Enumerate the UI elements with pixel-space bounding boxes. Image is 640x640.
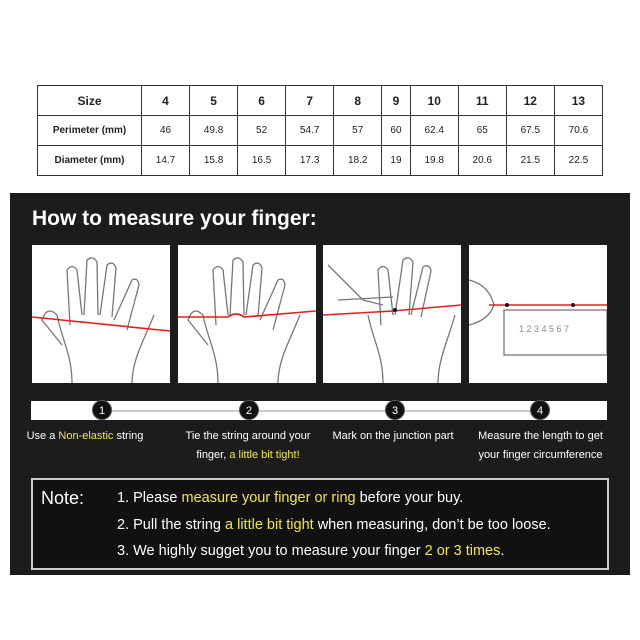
row-label: Diameter (mm): [37, 145, 142, 176]
step-text: string: [113, 430, 144, 442]
step-highlight: a little bit tight!: [229, 449, 300, 461]
cell: 49.8: [189, 115, 239, 146]
header-cell: Size: [37, 85, 142, 116]
step-4-text: Measure the length to get your finger ci…: [468, 427, 613, 465]
cell: 65: [457, 115, 507, 146]
step-text: Measure the length to get your finger ci…: [478, 430, 603, 461]
step-text: Tie the string around your finger,: [185, 430, 311, 461]
size-chart-table: Size 4 5 6 7 8 9 10 11 12 13 Perimeter (…: [37, 85, 604, 176]
cell: 17.3: [285, 145, 335, 176]
note-box: Note: 1. Please measure your finger or r…: [31, 478, 609, 570]
cell: 54.7: [285, 115, 335, 146]
cell: 60: [381, 115, 411, 146]
note-highlight: measure your finger or ring: [181, 490, 356, 506]
step-1-text: Use a Non-elastic string: [10, 427, 160, 446]
step-highlight: Non-elastic: [58, 430, 114, 442]
note-highlight: a little bit tight: [225, 517, 314, 533]
ruler-illustration: 1 2 3 4 5 6 7: [468, 245, 608, 383]
header-cell: 11: [457, 85, 507, 116]
note-text: 2. Pull the string: [117, 517, 225, 533]
hand-illustration-2: [178, 245, 317, 384]
cell: 46: [140, 115, 191, 146]
table-row: Diameter (mm) 14.7 15.8 16.5 17.3 18.2 1…: [37, 145, 604, 176]
cell: 21.5: [505, 145, 555, 176]
note-text: 1. Please: [117, 490, 182, 506]
cell: 57: [333, 115, 383, 146]
note-text: before your buy.: [355, 490, 464, 506]
header-cell: 4: [140, 85, 191, 116]
cell: 18.2: [333, 145, 383, 176]
header-cell: 13: [553, 85, 604, 116]
table-header-row: Size 4 5 6 7 8 9 10 11 12 13: [37, 85, 604, 116]
ruler-numbers: 1 2 3 4 5 6 7: [519, 324, 569, 334]
header-cell: 9: [381, 85, 411, 116]
header-cell: 6: [237, 85, 287, 116]
guide-title: How to measure your finger:: [32, 207, 317, 230]
note-line-1: 1. Please measure your finger or ring be…: [117, 490, 463, 506]
step-2-text: Tie the string around your finger, a lit…: [178, 427, 318, 465]
cell: 19.8: [409, 145, 459, 176]
note-text: .: [500, 543, 505, 559]
header-cell: 5: [189, 85, 239, 116]
cell: 67.5: [505, 115, 555, 146]
step-marker-4: 4: [530, 400, 550, 420]
cell: 19: [381, 145, 411, 176]
note-highlight: 2 or 3 times: [424, 543, 501, 559]
cell: 15.8: [189, 145, 239, 176]
step-marker-1: 1: [92, 400, 112, 420]
header-cell: 7: [285, 85, 335, 116]
cell: 14.7: [140, 145, 191, 176]
note-label: Note:: [41, 488, 85, 508]
cell: 62.4: [409, 115, 459, 146]
table-row: Perimeter (mm) 46 49.8 52 54.7 57 60 62.…: [37, 115, 604, 146]
cell: 20.6: [457, 145, 507, 176]
hand-illustration-1: [31, 245, 171, 384]
step-marker-3: 3: [385, 400, 405, 420]
header-cell: 10: [409, 85, 459, 116]
step-3-text: Mark on the junction part: [318, 427, 468, 446]
header-cell: 12: [505, 85, 555, 116]
step-marker-2: 2: [239, 400, 259, 420]
cell: 70.6: [553, 115, 604, 146]
note-line-2: 2. Pull the string a little bit tight wh…: [117, 517, 551, 533]
measure-guide-panel: How to measure your finger: 1 2 3 4 5 6 …: [10, 193, 630, 575]
row-label: Perimeter (mm): [37, 115, 142, 146]
steps-timeline: 1 2 3 4: [31, 400, 607, 420]
step-text: Mark on the junction part: [332, 430, 454, 442]
note-text: 3. We highly sugget you to measure your …: [117, 543, 425, 559]
header-cell: 8: [333, 85, 383, 116]
timeline-line: [101, 410, 537, 412]
cell: 22.5: [553, 145, 604, 176]
note-line-3: 3. We highly sugget you to measure your …: [117, 543, 504, 559]
cell: 16.5: [237, 145, 287, 176]
cell: 52: [237, 115, 287, 146]
note-text: when measuring, don’t be too loose.: [313, 517, 551, 533]
step-text: Use a: [26, 430, 59, 442]
hand-illustration-3: [322, 245, 462, 384]
